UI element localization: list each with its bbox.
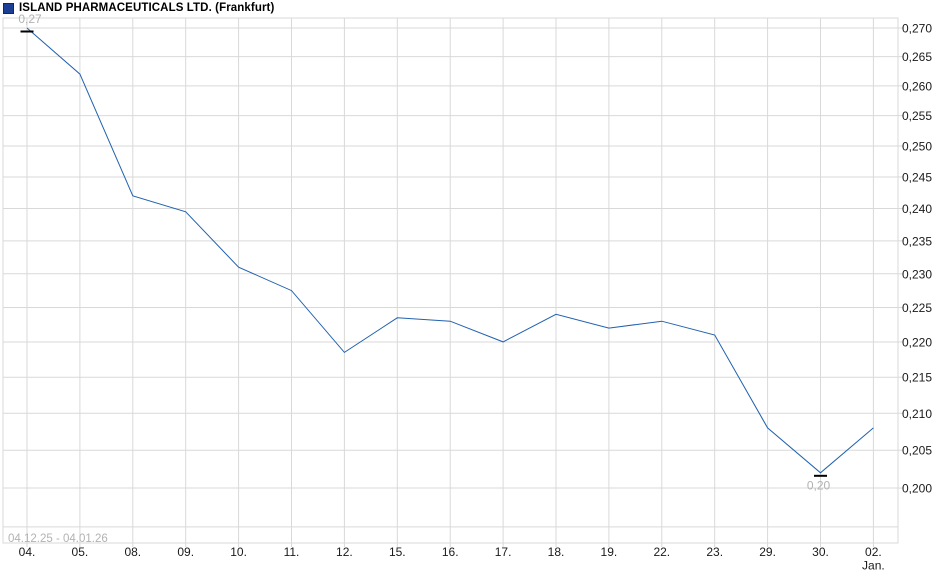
x-axis-label: 23. bbox=[706, 545, 723, 559]
chart-header: ISLAND PHARMACEUTICALS LTD. (Frankfurt) bbox=[3, 2, 274, 14]
x-axis-label: 19. bbox=[601, 545, 618, 559]
date-range-label: 04.12.25 - 04.01.26 bbox=[8, 533, 108, 545]
x-axis-label: 15. bbox=[389, 545, 406, 559]
y-axis-label: 0,220 bbox=[902, 335, 932, 349]
x-axis-label: 17. bbox=[495, 545, 512, 559]
x-axis-label: 05. bbox=[72, 545, 89, 559]
y-axis-label: 0,235 bbox=[902, 234, 932, 248]
x-axis-label: 12. bbox=[336, 545, 353, 559]
y-axis-label: 0,255 bbox=[902, 109, 932, 123]
x-axis-label: 08. bbox=[124, 545, 141, 559]
y-axis-label: 0,265 bbox=[902, 50, 932, 64]
x-axis-label: 02. bbox=[865, 545, 882, 559]
x-axis-label: 29. bbox=[759, 545, 776, 559]
x-axis-label: 30. bbox=[812, 545, 829, 559]
low-label: 0,20 bbox=[807, 478, 831, 492]
chart-title: ISLAND PHARMACEUTICALS LTD. (Frankfurt) bbox=[19, 2, 275, 14]
y-axis-label: 0,270 bbox=[902, 22, 932, 36]
y-axis-label: 0,200 bbox=[902, 482, 932, 496]
x-axis-label: 04. bbox=[19, 545, 36, 559]
plot-border bbox=[2, 17, 899, 544]
y-axis-label: 0,245 bbox=[902, 170, 932, 184]
x-axis-label: 10. bbox=[230, 545, 247, 559]
high-label: 0,27 bbox=[18, 12, 42, 26]
low-marker bbox=[814, 474, 827, 477]
y-axis-label: 0,230 bbox=[902, 267, 932, 281]
y-axis-label: 0,260 bbox=[902, 79, 932, 93]
price-line bbox=[26, 27, 874, 474]
legend-square-icon bbox=[3, 2, 14, 14]
x-axis-label: 22. bbox=[653, 545, 670, 559]
high-marker bbox=[20, 30, 34, 33]
x-axis-sublabel: Jan. bbox=[862, 559, 885, 573]
y-axis-label: 0,210 bbox=[902, 407, 932, 421]
y-axis-label: 0,240 bbox=[902, 202, 932, 216]
y-axis-label: 0,225 bbox=[902, 301, 932, 315]
y-axis-label: 0,215 bbox=[902, 371, 932, 385]
x-axis-label: 11. bbox=[284, 545, 300, 559]
x-axis-label: 16. bbox=[442, 545, 459, 559]
y-axis-label: 0,205 bbox=[902, 444, 932, 458]
y-axis-label: 0,250 bbox=[902, 139, 932, 153]
x-axis-label: 09. bbox=[177, 545, 194, 559]
x-axis-label: 18. bbox=[548, 545, 565, 559]
